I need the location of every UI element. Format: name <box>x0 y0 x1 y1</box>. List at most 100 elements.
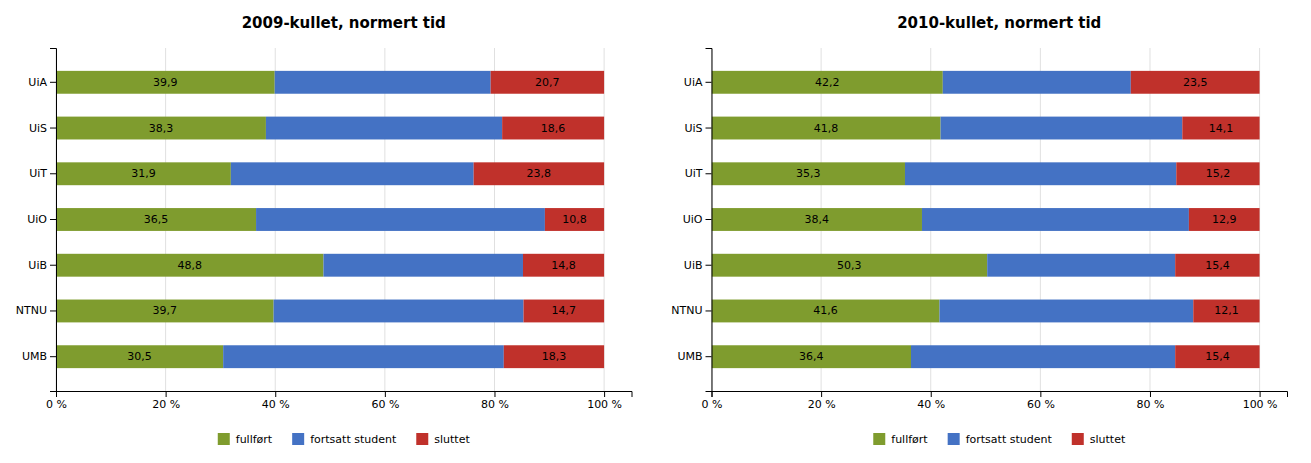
bar <box>231 162 474 185</box>
figure: 39,938,331,936,548,839,730,520,718,623,8… <box>0 0 1311 463</box>
data-label: 39,7 <box>153 304 178 317</box>
data-label: 15,2 <box>1206 167 1231 180</box>
tick-mark <box>821 391 822 397</box>
axis-line <box>706 49 713 392</box>
data-label: 38,3 <box>149 122 174 135</box>
tick-mark <box>385 391 386 397</box>
bar <box>56 208 256 231</box>
legend-item: fullført <box>218 433 273 446</box>
tick-mark <box>1040 391 1041 397</box>
legend-item: sluttet <box>1072 433 1126 446</box>
bar <box>922 208 1189 231</box>
tick-mark <box>50 356 56 357</box>
data-label: 23,5 <box>1183 76 1208 89</box>
tick: UiO <box>683 213 712 226</box>
tick-mark <box>931 391 932 397</box>
tick-mark <box>50 219 56 220</box>
data-label: 41,8 <box>814 122 839 135</box>
bar <box>223 345 504 368</box>
tick-label: 100 % <box>587 398 622 411</box>
legend-swatch <box>292 433 304 445</box>
data-label: 23,8 <box>527 167 552 180</box>
data-label: 35,3 <box>796 167 821 180</box>
tick: 0 % <box>46 391 67 411</box>
y-axis: UiAUiSUiTUiOUiBNTNUUMB <box>671 49 712 392</box>
tick-mark <box>706 356 712 357</box>
axis-line <box>50 49 57 392</box>
tick-mark <box>50 173 56 174</box>
bar <box>523 254 604 277</box>
tick: UiT <box>685 167 712 180</box>
data-label: 14,1 <box>1209 122 1234 135</box>
tick: 20 % <box>152 391 180 411</box>
bar <box>905 162 1176 185</box>
tick-label: 0 % <box>702 398 723 411</box>
series <box>1131 71 1260 368</box>
bar <box>1175 345 1259 368</box>
bar <box>1131 71 1260 94</box>
tick: NTNU <box>16 304 56 317</box>
tick-label: 40 % <box>262 398 290 411</box>
data-label: 36,4 <box>799 350 824 363</box>
bar <box>712 300 940 323</box>
x-axis: 0 %20 %40 %60 %80 %100 % <box>46 391 632 411</box>
bar <box>323 254 523 277</box>
tick-label: UiT <box>685 167 703 180</box>
tick-label: UiO <box>27 213 47 226</box>
tick-mark <box>494 391 495 397</box>
legend-item: sluttet <box>416 433 470 446</box>
legend-item: fortsatt student <box>948 433 1053 446</box>
tick-label: UiT <box>29 167 47 180</box>
tick: UiB <box>684 259 712 272</box>
data-label: 38,4 <box>804 213 829 226</box>
legend-swatch <box>948 433 960 445</box>
tick: UMB <box>22 350 56 363</box>
legend-label: fullført <box>236 433 273 446</box>
tick-mark <box>1150 391 1151 397</box>
tick-label: 80 % <box>1136 398 1164 411</box>
tick: 40 % <box>262 391 290 411</box>
tick-label: 100 % <box>1243 398 1278 411</box>
tick: UiS <box>29 122 56 135</box>
tick-mark <box>706 128 712 129</box>
data-label: 14,7 <box>552 304 577 317</box>
legend-label: sluttet <box>1090 433 1126 446</box>
tick: UiA <box>28 76 56 89</box>
bar <box>1182 117 1259 140</box>
tick-label: NTNU <box>16 304 47 317</box>
tick-label: 0 % <box>46 398 67 411</box>
tick-mark <box>1260 391 1261 397</box>
tick-label: UMB <box>22 350 47 363</box>
tick-label: UiS <box>684 122 702 135</box>
bar <box>712 208 922 231</box>
tick-mark <box>706 82 712 83</box>
bar <box>56 254 323 277</box>
tick-mark <box>166 391 167 397</box>
tick-label: 40 % <box>917 398 945 411</box>
bar <box>274 300 524 323</box>
legend-label: fortsatt student <box>966 433 1053 446</box>
tick-label: UiA <box>28 76 47 89</box>
x-axis: 0 %20 %40 %60 %80 %100 % <box>702 391 1288 411</box>
data-label: 31,9 <box>131 167 156 180</box>
data-label: 42,2 <box>815 76 840 89</box>
data-label: 36,5 <box>144 213 169 226</box>
tick-label: UiS <box>29 122 47 135</box>
tick-label: 60 % <box>371 398 399 411</box>
legend-label: fortsatt student <box>310 433 397 446</box>
tick: NTNU <box>671 304 711 317</box>
series <box>223 71 545 368</box>
bar <box>911 345 1175 368</box>
tick-mark <box>706 310 712 311</box>
bar <box>1175 254 1259 277</box>
tick: UMB <box>677 350 711 363</box>
axis-line <box>712 392 1288 398</box>
bar <box>275 71 491 94</box>
bar <box>56 300 274 323</box>
data-labels: 42,241,835,338,450,341,636,423,514,115,2… <box>796 76 1239 363</box>
grid <box>712 48 1260 391</box>
title: 2010-kullet, normert tid <box>897 14 1101 32</box>
bar <box>712 71 943 94</box>
tick: UiT <box>29 167 56 180</box>
tick-mark <box>706 219 712 220</box>
